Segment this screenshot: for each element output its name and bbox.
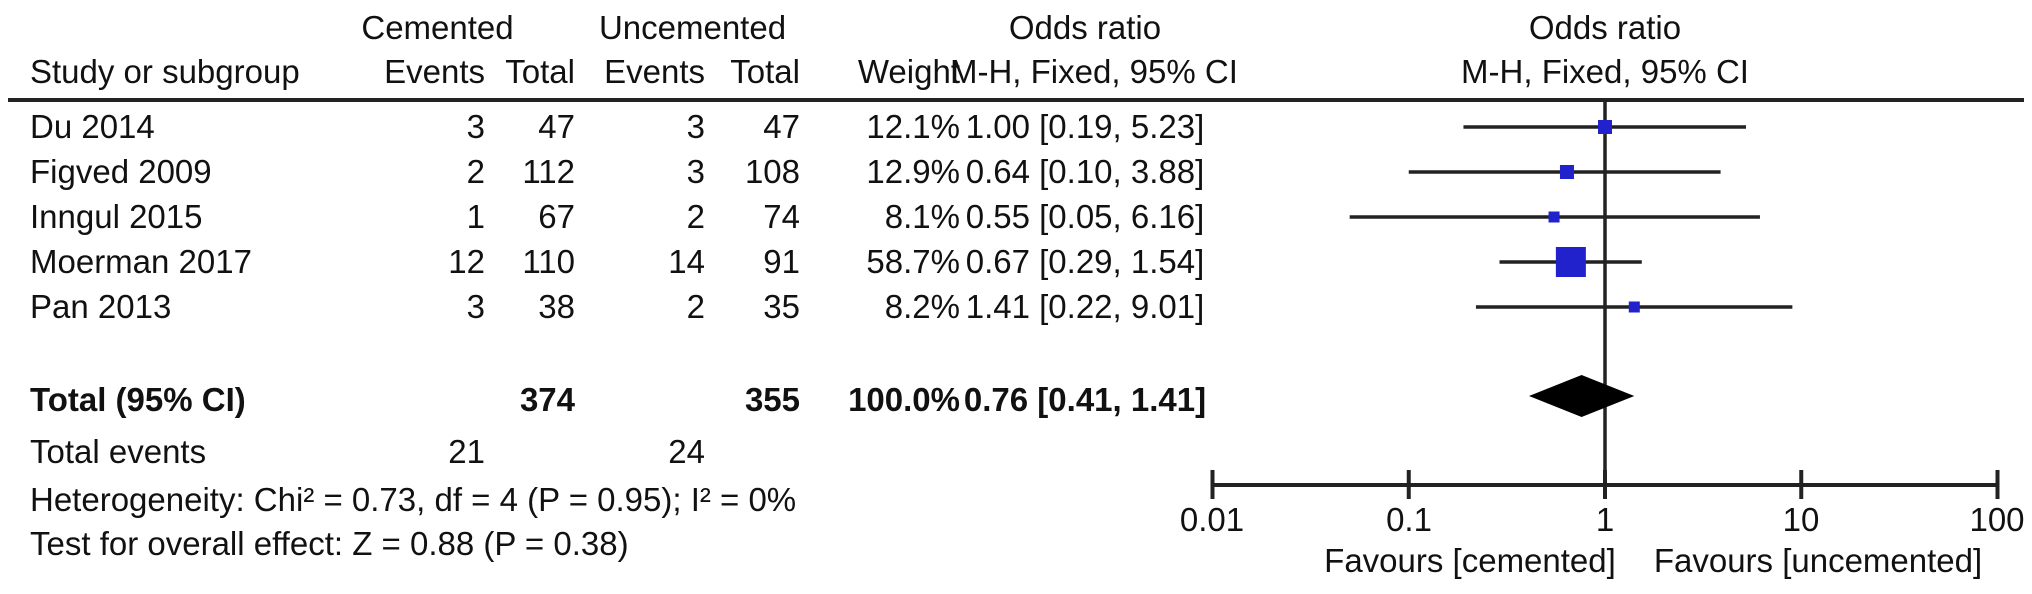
total-weight: 100.0% xyxy=(848,381,960,418)
uncemented-total-header: Total xyxy=(730,53,800,90)
weight-value: 12.9% xyxy=(866,153,960,190)
overall-effect-row: Test for overall effect: Z = 0.88 (P = 0… xyxy=(0,524,2032,564)
ci-text: 0.55 [0.05, 6.16] xyxy=(965,198,1205,235)
cemented-total-value: 110 xyxy=(522,243,575,280)
uncemented-total-value: 108 xyxy=(744,153,800,190)
cemented-total-value: 47 xyxy=(538,108,575,145)
uncemented-events-value: 14 xyxy=(668,243,705,280)
cemented-total-value: 112 xyxy=(522,153,575,190)
study-column-header: Study or subgroup xyxy=(30,53,300,90)
table-row: Figved 2009 2 112 3 108 12.9% 0.64 [0.10… xyxy=(0,152,2032,192)
cemented-events-value: 1 xyxy=(466,198,485,235)
cemented-events-value: 2 xyxy=(466,153,485,190)
pooled-diamond xyxy=(1529,375,1635,417)
total-events-uncemented: 24 xyxy=(668,433,705,470)
ci-text: 0.67 [0.29, 1.54] xyxy=(965,243,1205,280)
cemented-total-header: Total xyxy=(505,53,575,90)
uncemented-events-value: 2 xyxy=(686,288,705,325)
ci-text: 1.00 [0.19, 5.23] xyxy=(965,108,1205,145)
total-label: Total (95% CI) xyxy=(30,381,246,418)
ci-text: 0.64 [0.10, 3.88] xyxy=(965,153,1205,190)
weight-value: 58.7% xyxy=(866,243,960,280)
mh-fixed-text-header: M-H, Fixed, 95% CI xyxy=(950,53,1238,90)
odds-ratio-text-header: Odds ratio xyxy=(1008,9,1162,46)
uncemented-total-value: 91 xyxy=(763,243,800,280)
cemented-events-value: 12 xyxy=(448,243,485,280)
weight-value: 8.1% xyxy=(884,198,960,235)
weight-value: 12.1% xyxy=(866,108,960,145)
study-label: Figved 2009 xyxy=(30,153,212,190)
uncemented-events-header: Events xyxy=(604,53,705,90)
table-row: Pan 2013 3 38 2 35 8.2% 1.41 [0.22, 9.01… xyxy=(0,287,2032,327)
mh-fixed-plot-header: M-H, Fixed, 95% CI xyxy=(1461,53,1749,90)
axis-tick-label: 100 xyxy=(1969,501,2025,538)
uncemented-events-value: 3 xyxy=(686,108,705,145)
odds-ratio-plot-header: Odds ratio xyxy=(1528,9,1682,46)
total-row: Total (95% CI) 374 355 100.0% 0.76 [0.41… xyxy=(0,380,2032,420)
effect-marker xyxy=(1628,301,1640,313)
favours-right-label: Favours [uncemented] xyxy=(1653,542,1983,579)
uncemented-group-header: Uncemented xyxy=(598,9,787,46)
header-column-row: Study or subgroup Events Total Events To… xyxy=(0,52,2032,92)
cemented-group-header: Cemented xyxy=(361,9,514,46)
cemented-events-value: 3 xyxy=(466,288,485,325)
cemented-total-value: 67 xyxy=(538,198,575,235)
study-label: Du 2014 xyxy=(30,108,155,145)
effect-marker xyxy=(1559,165,1574,179)
study-label: Moerman 2017 xyxy=(30,243,252,280)
cemented-events-header: Events xyxy=(384,53,485,90)
effect-marker xyxy=(1555,247,1586,277)
uncemented-events-value: 3 xyxy=(686,153,705,190)
uncemented-total-value: 74 xyxy=(763,198,800,235)
total-uncemented-n: 355 xyxy=(744,381,800,418)
total-events-row: Total events 21 24 xyxy=(0,432,2032,472)
favours-left-label: Favours [cemented] xyxy=(1324,542,1616,579)
axis-tick-label: 1 xyxy=(1595,501,1615,538)
total-events-label: Total events xyxy=(30,433,207,470)
weight-value: 8.2% xyxy=(884,288,960,325)
table-row: Inngul 2015 1 67 2 74 8.1% 0.55 [0.05, 6… xyxy=(0,197,2032,237)
heterogeneity-row: Heterogeneity: Chi² = 0.73, df = 4 (P = … xyxy=(0,480,2032,520)
effect-marker xyxy=(1548,211,1560,223)
table-row: Du 2014 3 47 3 47 12.1% 1.00 [0.19, 5.23… xyxy=(0,107,2032,147)
study-label: Pan 2013 xyxy=(30,288,172,325)
heterogeneity-text: Heterogeneity: Chi² = 0.73, df = 4 (P = … xyxy=(30,481,797,518)
uncemented-total-value: 47 xyxy=(763,108,800,145)
header-divider-rule xyxy=(8,98,2024,102)
table-row: Moerman 2017 12 110 14 91 58.7% 0.67 [0.… xyxy=(0,242,2032,282)
uncemented-total-value: 35 xyxy=(763,288,800,325)
axis-tick-label: 10 xyxy=(1782,501,1820,538)
overall-effect-text: Test for overall effect: Z = 0.88 (P = 0… xyxy=(30,525,629,562)
effect-marker xyxy=(1598,120,1612,134)
total-cemented-n: 374 xyxy=(519,381,575,418)
cemented-total-value: 38 xyxy=(538,288,575,325)
study-label: Inngul 2015 xyxy=(30,198,203,235)
weight-column-header: Weight xyxy=(857,53,960,90)
axis-tick-label: 0.01 xyxy=(1179,501,1245,538)
total-ci-text: 0.76 [0.41, 1.41] xyxy=(963,381,1207,418)
cemented-events-value: 3 xyxy=(466,108,485,145)
axis-tick-label: 0.1 xyxy=(1386,501,1432,538)
uncemented-events-value: 2 xyxy=(686,198,705,235)
ci-text: 1.41 [0.22, 9.01] xyxy=(965,288,1205,325)
header-group-row: Cemented Uncemented Odds ratio Odds rati… xyxy=(0,8,2032,48)
total-events-cemented: 21 xyxy=(448,433,485,470)
